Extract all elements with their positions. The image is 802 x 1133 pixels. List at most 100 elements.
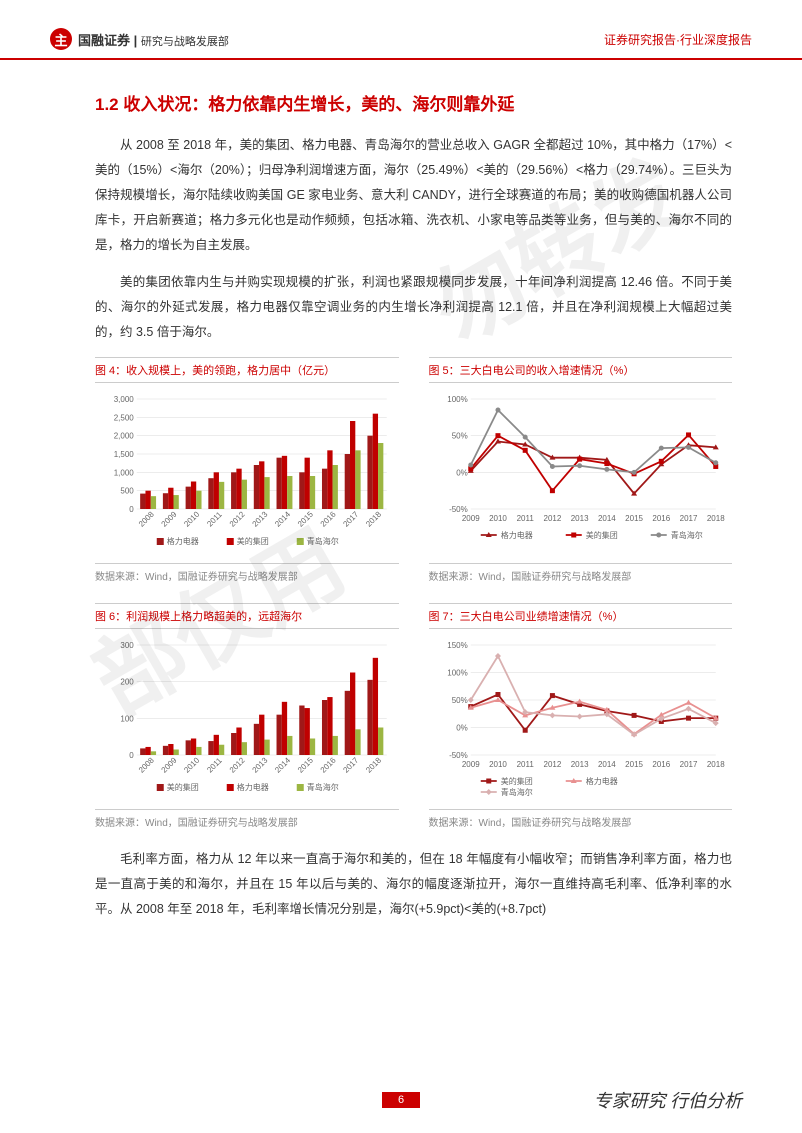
svg-text:美的集团: 美的集团 bbox=[585, 530, 617, 540]
svg-text:2010: 2010 bbox=[182, 509, 201, 528]
svg-text:青岛海尔: 青岛海尔 bbox=[670, 530, 702, 540]
svg-text:青岛海尔: 青岛海尔 bbox=[307, 536, 339, 546]
svg-text:2,500: 2,500 bbox=[114, 413, 135, 422]
svg-text:青岛海尔: 青岛海尔 bbox=[500, 787, 532, 797]
svg-text:1,000: 1,000 bbox=[114, 468, 135, 477]
chart-7-svg: -50%0%50%100%150%20092010201120122013201… bbox=[429, 635, 733, 800]
svg-text:格力电器: 格力电器 bbox=[167, 536, 199, 546]
svg-text:2017: 2017 bbox=[679, 514, 697, 523]
svg-text:300: 300 bbox=[120, 641, 134, 650]
svg-text:格力电器: 格力电器 bbox=[585, 776, 617, 786]
svg-text:-50%: -50% bbox=[449, 751, 468, 760]
svg-text:2009: 2009 bbox=[160, 509, 179, 528]
svg-text:100: 100 bbox=[120, 714, 134, 723]
svg-text:2016: 2016 bbox=[652, 760, 670, 769]
svg-text:2018: 2018 bbox=[706, 760, 724, 769]
chart-4-cell: 图 4：收入规模上，美的领跑，格力居中（亿元） 0 500 1,000 1,500 2,… bbox=[95, 357, 399, 583]
chart-6-svg: 0100200300200820092010201120122013201420… bbox=[95, 635, 399, 800]
chart-4-title: 图 4：收入规模上，美的领跑，格力居中（亿元） bbox=[95, 357, 399, 383]
svg-text:100%: 100% bbox=[447, 395, 467, 404]
chart-4-source: 数据来源：Wind，国融证券研究与战略发展部 bbox=[95, 563, 399, 583]
svg-text:2018: 2018 bbox=[364, 509, 383, 528]
chart-row-1: 图 4：收入规模上，美的领跑，格力居中（亿元） 0 500 1,000 1,500 2,… bbox=[95, 357, 732, 583]
svg-text:2012: 2012 bbox=[543, 760, 561, 769]
chart-6-source: 数据来源：Wind，国融证券研究与战略发展部 bbox=[95, 809, 399, 829]
svg-text:2018: 2018 bbox=[706, 514, 724, 523]
svg-text:2011: 2011 bbox=[205, 510, 224, 529]
svg-text:2010: 2010 bbox=[182, 755, 201, 774]
svg-text:0%: 0% bbox=[456, 468, 468, 477]
svg-text:2012: 2012 bbox=[228, 755, 247, 774]
svg-text:50%: 50% bbox=[451, 432, 467, 441]
svg-text:1,500: 1,500 bbox=[114, 450, 135, 459]
svg-text:2009: 2009 bbox=[461, 760, 479, 769]
svg-text:0: 0 bbox=[129, 505, 134, 514]
svg-text:2011: 2011 bbox=[516, 514, 534, 523]
svg-text:美的集团: 美的集团 bbox=[167, 782, 199, 792]
svg-text:3,000: 3,000 bbox=[114, 395, 135, 404]
chart-5-cell: 图 5：三大白电公司的收入增速情况（%） -50% 0% 50% 100% 2009 20… bbox=[429, 357, 733, 583]
svg-text:2015: 2015 bbox=[296, 509, 315, 528]
svg-text:2015: 2015 bbox=[296, 755, 315, 774]
svg-text:2012: 2012 bbox=[543, 514, 561, 523]
svg-text:2015: 2015 bbox=[625, 760, 643, 769]
svg-text:100%: 100% bbox=[447, 669, 467, 678]
footer-slogan: 专家研究 行伯分析 bbox=[594, 1087, 743, 1113]
logo-area: 主 国融证券 | 研究与战略发展部 bbox=[50, 28, 229, 50]
svg-text:0: 0 bbox=[129, 751, 134, 760]
svg-text:格力电器: 格力电器 bbox=[237, 782, 269, 792]
page-number: 6 bbox=[382, 1092, 420, 1108]
svg-text:2008: 2008 bbox=[137, 755, 156, 774]
company-name: 国融证券 | 研究与战略发展部 bbox=[78, 30, 229, 49]
doc-type: 证券研究报告·行业深度报告 bbox=[604, 31, 752, 48]
svg-text:2014: 2014 bbox=[597, 760, 615, 769]
page-footer: 6 专家研究 行伯分析 bbox=[0, 1092, 802, 1108]
svg-text:200: 200 bbox=[120, 678, 134, 687]
svg-text:50%: 50% bbox=[451, 696, 467, 705]
svg-text:美的集团: 美的集团 bbox=[237, 536, 269, 546]
chart-5-svg: -50%0%50%100%200920102011201220132014201… bbox=[429, 389, 733, 554]
chart-7-cell: 图 7：三大白电公司业绩增速情况（%） -50%0%50%100%150%200… bbox=[429, 603, 733, 829]
svg-text:2011: 2011 bbox=[205, 756, 224, 775]
chart-5-title: 图 5：三大白电公司的收入增速情况（%） bbox=[429, 357, 733, 383]
svg-text:-50%: -50% bbox=[449, 505, 468, 514]
paragraph-2: 美的集团依靠内生与并购实现规模的扩张，利润也紧跟规模同步发展，十年间净利润提高 … bbox=[95, 270, 732, 345]
svg-text:2010: 2010 bbox=[489, 514, 507, 523]
chart-4-svg: 05001,0001,5002,0002,5003,00020082009201… bbox=[95, 389, 399, 554]
svg-text:2017: 2017 bbox=[679, 760, 697, 769]
svg-text:2014: 2014 bbox=[273, 755, 292, 774]
svg-text:青岛海尔: 青岛海尔 bbox=[307, 782, 339, 792]
svg-text:150%: 150% bbox=[447, 641, 467, 650]
svg-text:2017: 2017 bbox=[341, 755, 360, 774]
svg-text:2012: 2012 bbox=[228, 509, 247, 528]
paragraph-3: 毛利率方面，格力从 12 年以来一直高于海尔和美的，但在 18 年幅度有小幅收窄… bbox=[95, 847, 732, 922]
main-content: 1.2 收入状况：格力依靠内生增长，美的、海尔则靠外延 从 2008 至 201… bbox=[0, 60, 802, 922]
svg-text:2013: 2013 bbox=[570, 760, 588, 769]
svg-text:2011: 2011 bbox=[516, 760, 534, 769]
chart-7-title: 图 7：三大白电公司业绩增速情况（%） bbox=[429, 603, 733, 629]
svg-text:2009: 2009 bbox=[160, 755, 179, 774]
chart-5-source: 数据来源：Wind，国融证券研究与战略发展部 bbox=[429, 563, 733, 583]
svg-text:2016: 2016 bbox=[319, 509, 338, 528]
chart-6-title: 图 6：利润规模上格力略超美的，远超海尔 bbox=[95, 603, 399, 629]
section-title: 1.2 收入状况：格力依靠内生增长，美的、海尔则靠外延 bbox=[95, 90, 732, 115]
svg-text:2016: 2016 bbox=[319, 755, 338, 774]
svg-text:2010: 2010 bbox=[489, 760, 507, 769]
svg-text:格力电器: 格力电器 bbox=[500, 530, 532, 540]
svg-text:500: 500 bbox=[120, 487, 134, 496]
logo-icon: 主 bbox=[50, 28, 72, 50]
svg-text:2013: 2013 bbox=[251, 755, 270, 774]
chart-6-cell: 图 6：利润规模上格力略超美的，远超海尔 0100200300200820092… bbox=[95, 603, 399, 829]
svg-text:2008: 2008 bbox=[137, 509, 156, 528]
paragraph-1: 从 2008 至 2018 年，美的集团、格力电器、青岛海尔的营业总收入 GAG… bbox=[95, 133, 732, 258]
svg-text:2017: 2017 bbox=[341, 509, 360, 528]
svg-text:2014: 2014 bbox=[273, 509, 292, 528]
svg-text:2013: 2013 bbox=[570, 514, 588, 523]
svg-text:2013: 2013 bbox=[251, 509, 270, 528]
chart-7-source: 数据来源：Wind，国融证券研究与战略发展部 bbox=[429, 809, 733, 829]
chart-row-2: 图 6：利润规模上格力略超美的，远超海尔 0100200300200820092… bbox=[95, 603, 732, 829]
page-header: 主 国融证券 | 研究与战略发展部 证券研究报告·行业深度报告 bbox=[0, 0, 802, 60]
svg-text:2018: 2018 bbox=[364, 755, 383, 774]
svg-text:2009: 2009 bbox=[461, 514, 479, 523]
svg-text:2016: 2016 bbox=[652, 514, 670, 523]
